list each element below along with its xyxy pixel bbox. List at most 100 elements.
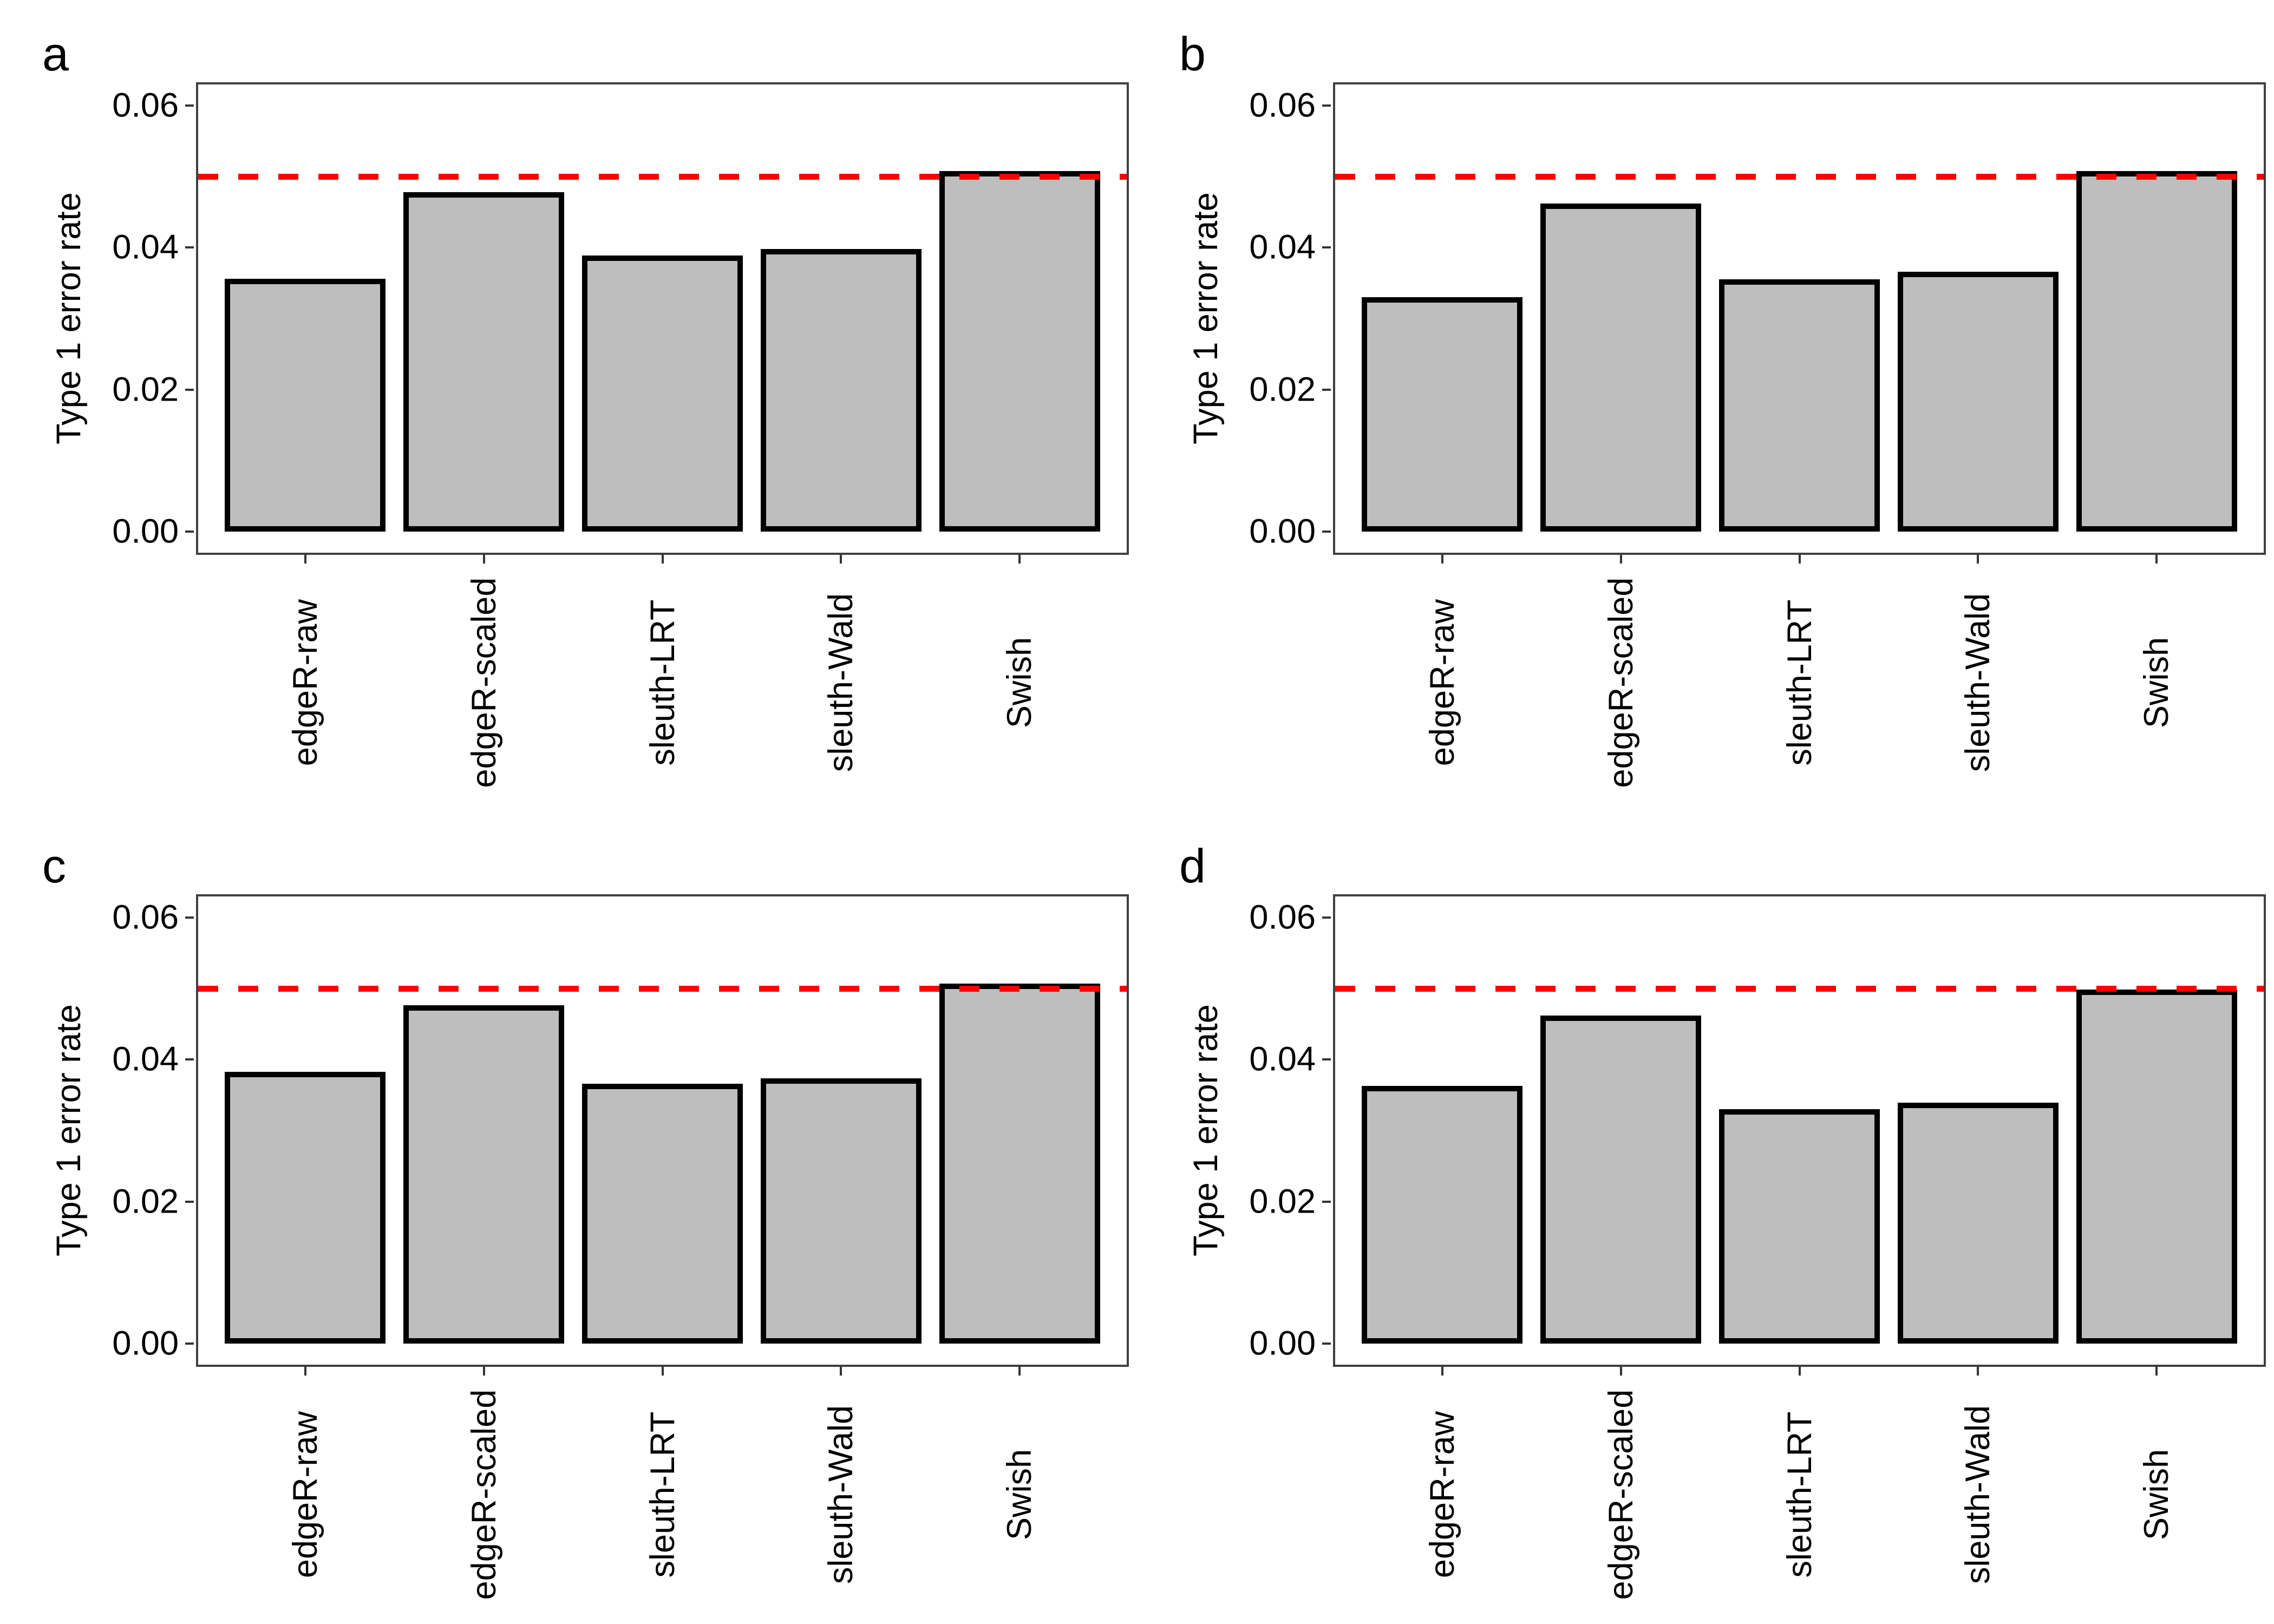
y-axis-title-text: Type 1 error rate [49,1004,88,1256]
x-axis-label: edgeR-scaled [1602,577,1640,788]
x-axis-tick [482,1367,485,1376]
x-axis-label: edgeR-raw [1423,599,1461,767]
plot-area: 0.00 0.02 0.04 0.06 edgeR-raw edgeR-scaled sle… [112,82,1129,788]
y-axis-tick [185,1058,194,1061]
x-axis-label-wrap: edgeR-scaled [1602,1389,1640,1600]
y-axis-tick-label: 0.04 [1249,228,1316,266]
bar-edgeR-raw [1362,1085,1523,1344]
y-axis-tick [1322,388,1331,391]
y-axis-tick [185,246,194,249]
bar-sleuth-Wald [1897,1103,2059,1344]
chart-panel: b Type 1 error rate 0.00 0.02 0.04 0.06 edge… [1137,0,2274,812]
x-axis-label-wrap: Swish [1001,637,1038,728]
bar-Swish [939,171,1100,532]
x-axis-label: sleuth-Wald [822,1405,860,1584]
chart-panel: d Type 1 error rate 0.00 0.02 0.04 0.06 edge… [1137,812,2274,1624]
x-axis-label-wrap: edgeR-scaled [465,577,503,788]
x-axis-label-wrap: edgeR-scaled [1602,577,1640,788]
x-axis-label: Swish [1001,1449,1039,1541]
x-axis-label-wrap: sleuth-Wald [1959,1405,1997,1584]
x-axis-label: edgeR-raw [286,599,324,767]
plot-area: 0.00 0.02 0.04 0.06 edgeR-raw edgeR-scaled sle… [1249,894,2266,1600]
bar-sleuth-LRT [1719,1109,1880,1344]
threshold-line [1335,986,2264,992]
bar-sleuth-LRT [582,255,743,532]
y-axis-tick [185,1342,194,1345]
y-axis-title-text: Type 1 error rate [1186,192,1225,444]
x-axis-tick [1619,555,1622,564]
y-axis-tick-label: 0.02 [1249,1182,1316,1221]
y-axis-title: Type 1 error rate [1187,1004,1225,1256]
y-axis-title: Type 1 error rate [49,192,88,444]
bar-sleuth-LRT [1719,279,1880,532]
x-axis-label: edgeR-scaled [1602,1389,1640,1600]
y-axis-tick-label: 0.06 [1249,86,1316,125]
x-axis-label: edgeR-scaled [465,577,503,788]
x-axis-label-wrap: sleuth-Wald [822,593,860,772]
x-axis-label: sleuth-LRT [1780,599,1819,766]
x-axis-label-wrap: edgeR-scaled [465,1390,503,1600]
y-axis-tick-label: 0.02 [112,370,179,409]
x-axis-label-wrap: Swish [2138,1449,2176,1541]
x-axis-tick [840,555,842,564]
bar-edgeR-scaled [403,192,565,532]
y-axis-tick [1322,1342,1331,1345]
y-axis-tick [1322,104,1331,107]
bar-sleuth-LRT [582,1084,743,1344]
bar-sleuth-Wald [760,1078,922,1344]
y-axis-tick-label: 0.00 [1249,1324,1316,1363]
x-axis-tick [304,555,306,564]
x-axis-tick [1441,1367,1443,1376]
panel-letter: c [42,839,66,893]
x-axis-label: edgeR-raw [1423,1411,1461,1579]
chart-panel: c Type 1 error rate 0.00 0.02 0.04 0.06 edge… [0,812,1137,1624]
panel-letter: a [42,27,69,81]
x-axis-tick [304,1367,306,1376]
x-axis-tick [840,1367,842,1376]
x-axis-label: sleuth-LRT [643,599,682,766]
bar-Swish [2076,171,2237,532]
bar-Swish [939,984,1100,1344]
x-axis-label-wrap: edgeR-raw [286,599,324,767]
x-axis-label-wrap: edgeR-raw [286,1411,324,1578]
chart-panel: a Type 1 error rate 0.00 0.02 0.04 0.06 edge… [0,0,1137,812]
bar-edgeR-scaled [1540,204,1702,532]
x-axis-tick [1619,1367,1622,1376]
x-axis-label-wrap: sleuth-Wald [822,1405,860,1584]
bar-sleuth-Wald [760,249,922,532]
x-axis-label: Swish [2138,1449,2176,1541]
y-axis-tick-label: 0.04 [1249,1040,1316,1078]
x-axis-tick [661,1367,664,1376]
bar-edgeR-raw [225,279,386,532]
x-axis-label-wrap: edgeR-raw [1423,599,1461,767]
bar-edgeR-raw [225,1071,386,1344]
y-axis-title: Type 1 error rate [49,1004,88,1256]
x-axis-label: Swish [2138,637,2176,729]
y-axis-tick [185,388,194,391]
y-axis-tick [1322,916,1331,919]
y-axis-tick-label: 0.00 [112,1324,179,1363]
y-axis-tick-label: 0.02 [112,1182,179,1221]
x-axis-tick [1441,555,1443,564]
x-axis-tick [1798,555,1801,564]
x-axis-tick [1018,555,1021,564]
x-axis-tick [661,555,664,564]
y-axis-tick [1322,1200,1331,1203]
x-axis-label: sleuth-Wald [1959,1405,1997,1584]
threshold-line [198,986,1127,992]
x-axis-label: sleuth-Wald [822,593,860,772]
bar-edgeR-scaled [403,1005,565,1344]
x-axis-label-wrap: sleuth-LRT [643,1412,681,1578]
bar-edgeR-raw [1362,297,1523,532]
x-axis-tick [1977,555,1979,564]
x-axis-tick [1977,1367,1979,1376]
x-axis-tick [482,555,485,564]
plot-area: 0.00 0.02 0.04 0.06 edgeR-raw edgeR-scaled sle… [1249,82,2266,788]
y-axis-tick-label: 0.04 [112,228,179,266]
x-axis-tick [1798,1367,1801,1376]
y-axis-title-text: Type 1 error rate [49,192,88,444]
y-axis-tick-label: 0.00 [112,512,179,551]
x-axis-label: sleuth-Wald [1959,593,1997,772]
y-axis-tick-label: 0.02 [1249,370,1316,409]
